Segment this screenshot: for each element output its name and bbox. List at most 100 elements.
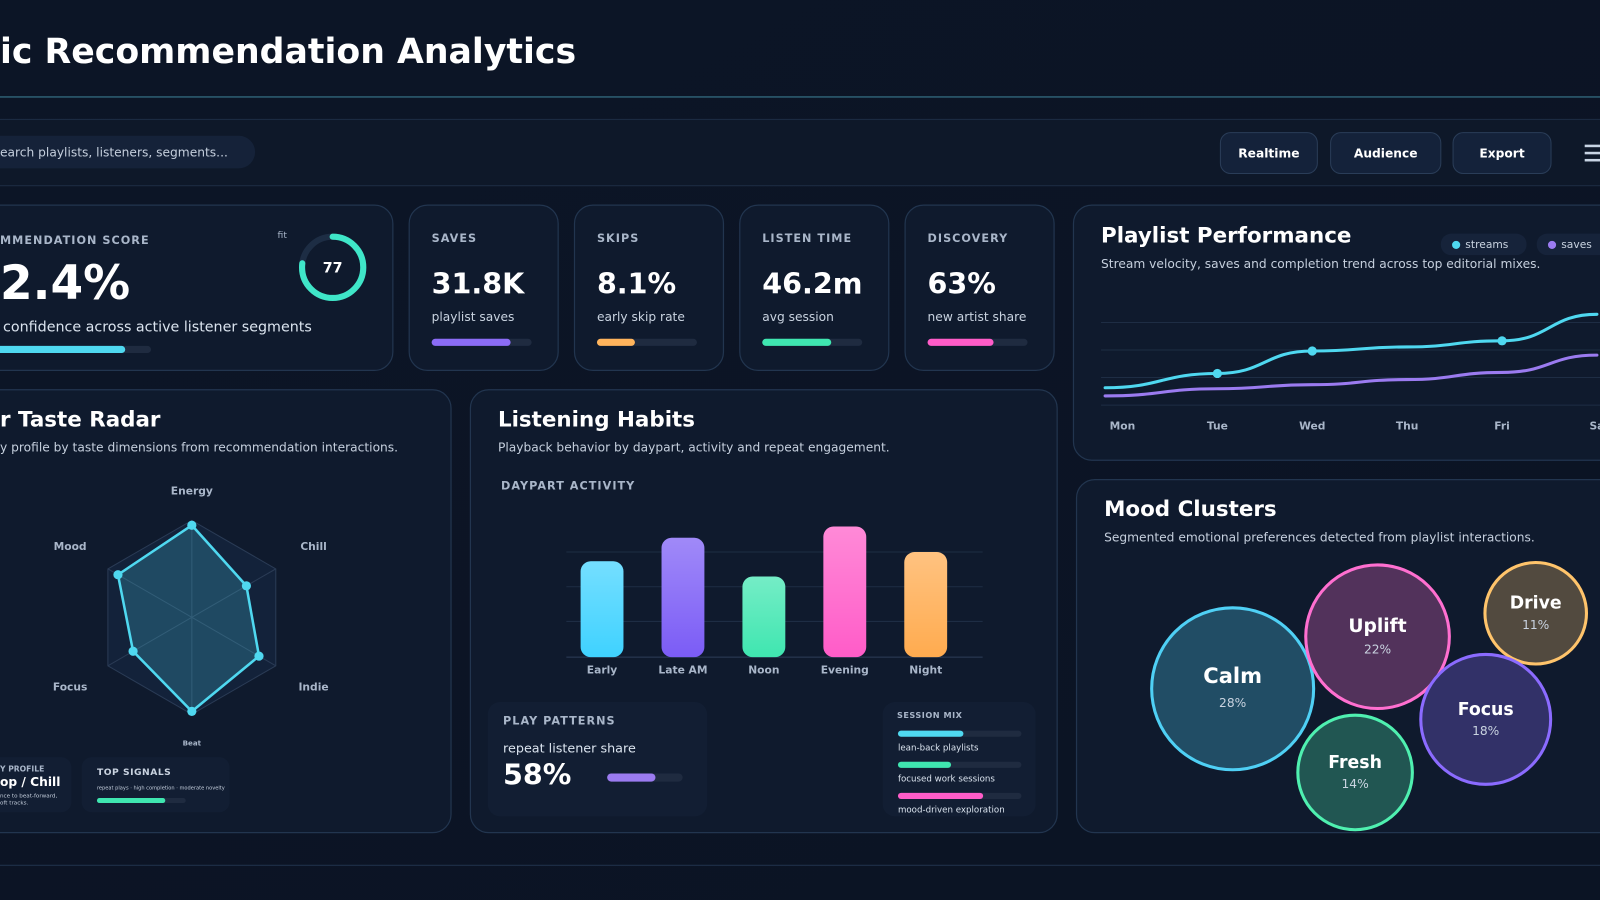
legend-label: saves: [1561, 238, 1592, 251]
x-tick-label: Evening: [821, 663, 869, 676]
x-tick-label: Late AM: [658, 663, 707, 676]
bar-shine: [661, 537, 705, 658]
card-value: op / Chill: [0, 775, 60, 789]
line-panel: [1072, 204, 1600, 461]
button-label: Realtime: [1238, 147, 1299, 161]
panel-subtitle: Stream velocity, saves and completion tr…: [1101, 257, 1540, 271]
bubble-value: 18%: [1472, 724, 1499, 738]
line-point: [1212, 368, 1222, 379]
bubble-value: 14%: [1342, 777, 1369, 791]
bubble-label: Calm: [1203, 663, 1262, 688]
bubble: [1419, 652, 1553, 786]
radar-axis-label: Energy: [171, 484, 213, 497]
radar-point: [113, 570, 123, 580]
progress-fill: [596, 338, 635, 346]
bubble-base: [1484, 562, 1587, 665]
x-tick-label: Tue: [1207, 420, 1228, 433]
search-box[interactable]: [0, 135, 256, 169]
section-label: DAYPART ACTIVITY: [501, 480, 635, 493]
bubble: [1304, 563, 1451, 711]
kpi-value: 63%: [928, 267, 996, 301]
kpi-caption: playlist saves: [432, 310, 515, 324]
kpi-value: 8.1%: [597, 267, 676, 301]
panel-subtitle: Segmented emotional preferences detected…: [1104, 530, 1535, 544]
progress-fill: [431, 338, 511, 346]
bubble: [1296, 713, 1414, 832]
x-tick-label: Fri: [1494, 420, 1510, 433]
x-tick-label: Wed: [1299, 420, 1325, 433]
menu-icon[interactable]: [1584, 144, 1600, 162]
legend-pill: [1440, 233, 1527, 256]
x-tick-label: Noon: [748, 663, 779, 676]
card-label: SESSION MIX: [897, 710, 963, 720]
bar-shine: [904, 552, 948, 658]
kpi-card: [739, 204, 890, 372]
progress-fill: [897, 792, 984, 799]
card-label: PLAY PATTERNS: [503, 714, 616, 727]
bar-shine: [742, 576, 786, 658]
bubble-label: Fresh: [1328, 753, 1382, 773]
kpi-label: DISCOVERY: [928, 232, 1009, 245]
radar-point: [187, 520, 197, 530]
progress-fill: [897, 761, 952, 768]
kpi-value: 46.2m: [762, 267, 862, 301]
radar-axis-label: Beat: [183, 738, 202, 747]
kpi-caption: early skip rate: [597, 310, 685, 324]
kpi-card: [904, 204, 1055, 372]
play-patterns-card: [487, 702, 708, 817]
x-tick-label: Early: [587, 663, 617, 676]
bubble-value: 11%: [1522, 618, 1549, 632]
kpi-label: SAVES: [432, 232, 478, 245]
kpi-caption: avg session: [762, 310, 834, 324]
gauge-arc: [298, 233, 367, 302]
profile-card: [0, 757, 72, 813]
kpi-card: [408, 204, 559, 372]
card-label: Y PROFILE: [0, 764, 44, 773]
legend-pill: [1536, 233, 1600, 256]
button[interactable]: [1452, 132, 1552, 174]
mix-label: mood-driven exploration: [898, 806, 1005, 816]
button[interactable]: [1330, 132, 1442, 174]
bubble-value: 22%: [1364, 642, 1391, 656]
kpi-caption: new artist share: [928, 310, 1027, 324]
card-label: TOP SIGNALS: [97, 767, 171, 778]
x-tick-label: Sa: [1589, 420, 1600, 433]
bar-shine: [580, 561, 624, 658]
progress-fill: [927, 338, 994, 346]
button-label: Audience: [1354, 147, 1418, 161]
card-note: oft tracks.: [0, 801, 28, 807]
bubble-label: Uplift: [1348, 616, 1406, 637]
x-tick-label: Mon: [1110, 420, 1136, 433]
radar-axis-label: Mood: [54, 540, 87, 553]
progress-fill: [607, 773, 656, 782]
search-placeholder: earch playlists, listeners, segments...: [0, 146, 228, 160]
mix-label: lean-back playlists: [898, 743, 979, 753]
card-caption: repeat listener share: [503, 741, 636, 756]
progress-fill: [0, 345, 126, 354]
score-card: [0, 204, 394, 372]
line-series: [1103, 353, 1599, 398]
kpi-value: 31.8K: [432, 267, 525, 301]
panel-title: Mood Clusters: [1104, 497, 1277, 522]
bubble: [1150, 606, 1316, 772]
kpi-value: 2.4%: [0, 256, 130, 311]
button[interactable]: [1219, 132, 1318, 174]
progress-fill: [762, 338, 832, 346]
kpi-label: SKIPS: [597, 232, 639, 245]
radar-axis-label: Chill: [300, 540, 326, 553]
radar-axis-label: Indie: [298, 681, 328, 694]
radar-axis-label: Focus: [53, 681, 88, 694]
radar-point: [241, 581, 251, 591]
fit-label: fit: [278, 230, 288, 241]
radar-spoke: [107, 616, 193, 667]
bubble-base: [1420, 654, 1551, 785]
panel-title: r Taste Radar: [0, 407, 161, 432]
page-title: ic Recommendation Analytics: [0, 32, 576, 72]
bubble-base: [1305, 564, 1450, 709]
panel-subtitle: Playback behavior by daypart, activity a…: [498, 440, 890, 454]
line-series: [1103, 312, 1599, 390]
x-tick-label: Night: [909, 663, 942, 676]
kpi-label: LISTEN TIME: [762, 232, 852, 245]
legend-swatch: [1452, 240, 1461, 249]
